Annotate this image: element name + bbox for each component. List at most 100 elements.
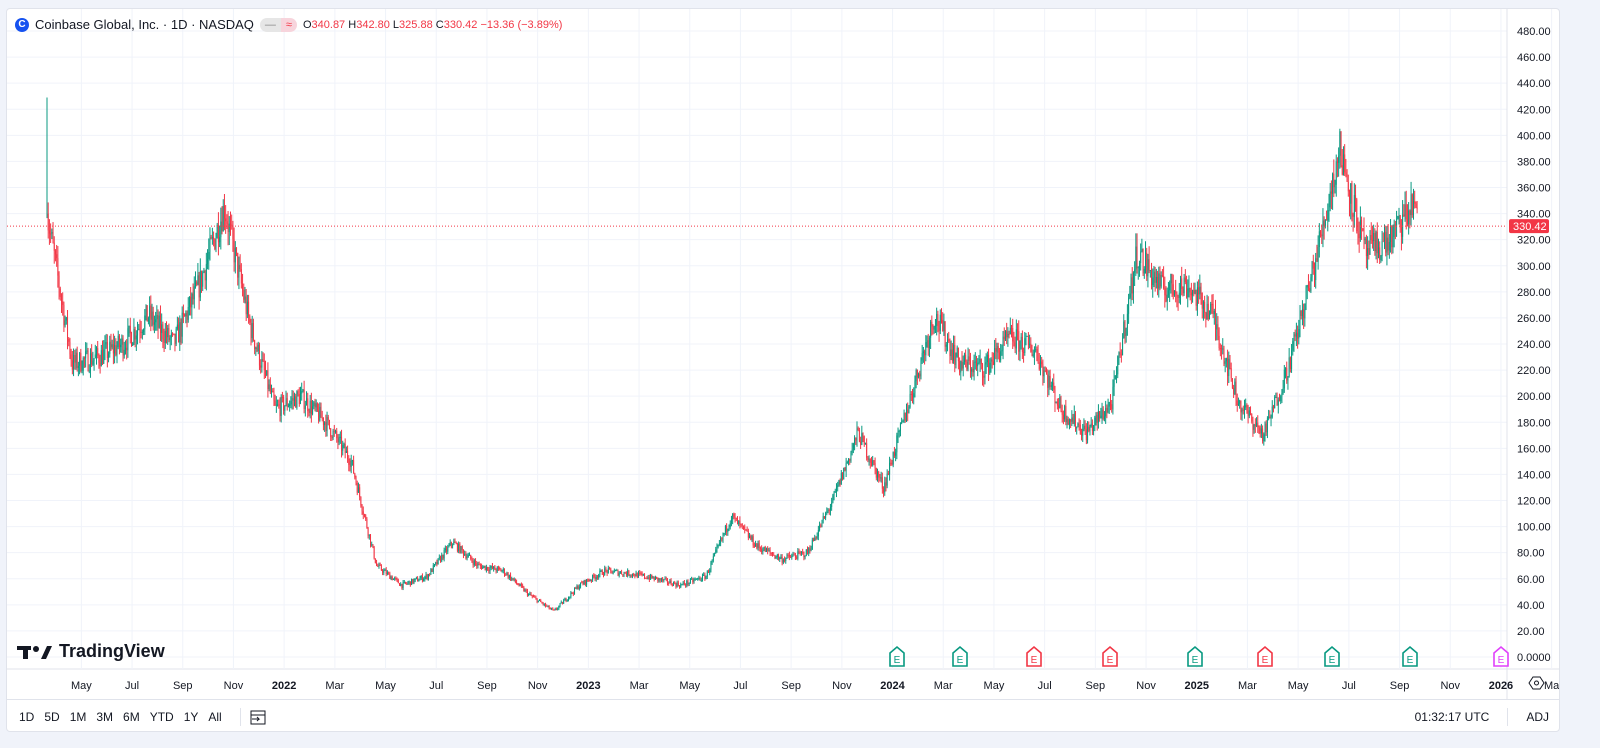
candle-body [449,542,451,546]
candle-body [1258,426,1260,428]
candle-body [315,403,317,408]
candle-body [326,417,328,431]
candle-body [144,315,146,330]
candle-body [745,529,747,531]
candle-body [710,562,712,570]
candle-body [64,320,66,326]
y-tick-label: 420.00 [1517,104,1551,116]
earnings-up-icon[interactable]: E [1402,645,1418,667]
candle-body [1358,233,1360,239]
timeframe-1m[interactable]: 1M [69,709,87,724]
candle-body [1122,338,1124,356]
candle-body [208,251,210,259]
y-tick-label: 180.00 [1517,417,1551,429]
candle-body [851,449,853,453]
candle-body [382,570,384,573]
earnings-up-icon[interactable]: E [952,645,968,667]
timeframe-6m[interactable]: 6M [123,709,140,724]
candle-body [1201,292,1203,309]
candle-body [1317,246,1319,262]
candle-body [1141,248,1143,252]
symbol-title[interactable]: Coinbase Global, Inc. · 1D · NASDAQ [35,17,254,32]
candle-body [1140,251,1142,264]
x-tick-label: Nov [832,680,852,692]
candle-body [572,593,574,595]
candle-body [1021,336,1023,352]
candle-body [1084,425,1086,430]
y-tick-label: 80.00 [1517,548,1545,560]
candle-body [1237,403,1239,406]
candle-body [243,289,245,300]
candle-body [190,296,192,308]
price-chart[interactable]: 480.00 460.00 440.00 420.00 400.00 380.00 360.… [7,9,1560,699]
candle-body [1085,429,1087,441]
candle-body [838,480,840,486]
candle-body [1105,408,1107,417]
candle-body [973,362,975,373]
candle-body [502,568,504,571]
timeframe-5d[interactable]: 5D [44,709,60,724]
candle-body [794,555,796,558]
x-tick-label: May [71,680,92,692]
timeframe-ytd[interactable]: YTD [149,709,174,724]
candle-body [988,354,990,374]
timeframe-1y[interactable]: 1Y [183,709,199,724]
candle-body [102,350,104,364]
candle-body [75,352,77,363]
candle-body [1411,194,1413,215]
earnings-up-icon[interactable]: E [1324,645,1340,667]
candle-body [1373,233,1375,242]
candle-body [120,344,122,348]
candle-body [359,487,361,497]
legend-toggle[interactable]: — ≈ [259,17,297,32]
candle-body [139,328,141,332]
candle-body [248,301,250,317]
candle-body [1303,309,1305,319]
earnings-up-icon[interactable]: E [889,645,905,667]
candle-body [1320,231,1322,235]
axis-settings-icon[interactable] [1528,676,1545,690]
y-tick-label: 0.0000 [1517,652,1551,664]
candle-body [938,326,940,331]
candle-body [1390,226,1392,243]
candle-body [143,329,145,332]
candle-body [1074,413,1076,429]
candle-body [679,585,681,588]
candle-body [419,578,421,581]
hide-icon[interactable]: — [259,17,281,32]
candle-body [461,546,463,551]
earnings-down-icon[interactable]: E [1257,645,1273,667]
calendar-goto-icon[interactable] [249,708,267,726]
earnings-future-icon[interactable]: E [1493,645,1509,667]
candle-body [542,603,544,605]
candle-body [559,603,561,607]
compare-icon[interactable]: ≈ [280,17,297,32]
adj-button[interactable]: ADJ [1526,709,1549,724]
y-tick-label: 260.00 [1517,313,1551,325]
candle-body [488,569,490,571]
candle-body [826,511,828,514]
candle-body [473,560,475,565]
candle-body [1100,415,1102,419]
timeframe-1d[interactable]: 1D [19,709,35,724]
candle-body [1217,324,1219,336]
earnings-down-icon[interactable]: E [1102,645,1118,667]
candle-body [1195,289,1197,306]
candle-body [639,572,641,574]
earnings-down-icon[interactable]: E [1026,645,1042,667]
candle-body [1099,411,1101,419]
timeframe-3m[interactable]: 3M [96,709,114,724]
candle-body [834,491,836,493]
candle-body [280,396,282,416]
candle-body [670,580,672,585]
timeframe-all[interactable]: All [208,709,222,724]
candle-body [523,587,525,592]
candle-body [456,543,458,551]
candle-body [1068,419,1070,425]
clock-time[interactable]: 01:32:17 UTC [1414,709,1490,724]
y-tick-label: 300.00 [1517,261,1551,273]
candle-body [198,275,200,298]
earnings-up-icon[interactable]: E [1187,645,1203,667]
candles [46,97,1418,611]
tradingview-logo[interactable]: TradingView [17,641,165,662]
